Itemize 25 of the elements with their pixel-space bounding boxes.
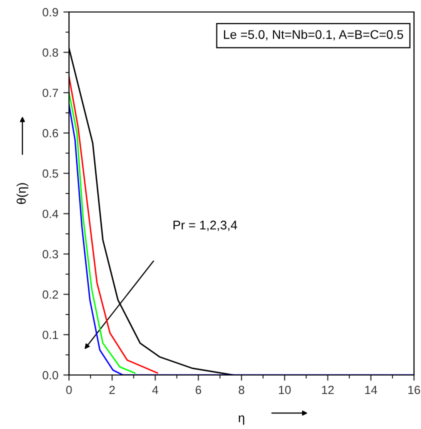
- y-tick-label: 0.6: [42, 129, 58, 138]
- x-tick-label: 12: [322, 386, 334, 394]
- y-tick-label: 0.4: [42, 210, 58, 218]
- line-series: [69, 76, 158, 374]
- y-tick-label: 0.7: [42, 88, 58, 98]
- annotation: Le =5.0, Nt=Nb=0.1, A=B=C=0.5: [224, 30, 404, 40]
- x-tick-label: 16: [408, 386, 420, 394]
- x-tick-label: 10: [278, 386, 291, 394]
- x-tick-label: 8: [238, 386, 244, 394]
- x-tick-label: 2: [109, 386, 115, 394]
- line-series: [69, 92, 136, 374]
- x-tick-label: 14: [365, 386, 378, 394]
- y-axis-title: θ(η): [16, 183, 28, 204]
- y-tick-label: 0.2: [42, 290, 58, 299]
- x-tick-label: 0: [66, 386, 72, 394]
- x-tick-label: 4: [152, 386, 158, 394]
- x-axis-title: η: [238, 415, 244, 425]
- y-tick-label: 0.8: [42, 48, 58, 57]
- y-tick-label: 0.5: [42, 169, 58, 178]
- y-tick-label: 0.1: [42, 330, 58, 340]
- x-tick-label: 6: [196, 386, 202, 394]
- y-tick-label: 0.3: [42, 250, 58, 258]
- y-tick-label: 0.0: [42, 371, 58, 380]
- y-tick-label: 0.9: [42, 8, 58, 16]
- annotation: Pr = 1,2,3,4: [174, 220, 238, 231]
